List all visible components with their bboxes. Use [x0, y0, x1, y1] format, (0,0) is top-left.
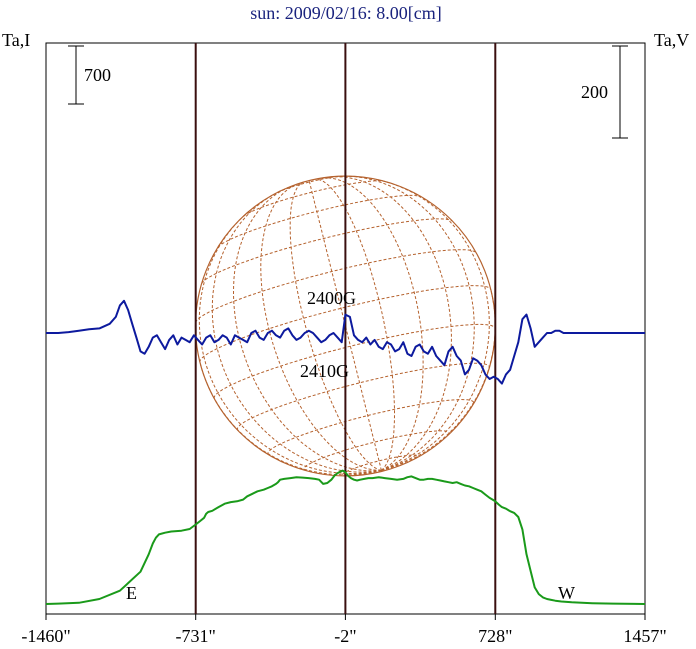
latitude-line	[267, 398, 475, 456]
x-tick-label-3: 728"	[478, 626, 512, 646]
latitude-line	[201, 218, 453, 284]
x-axis-ticks: -1460" -731" -2" 728" 1457"	[21, 614, 667, 646]
latitude-line	[195, 249, 477, 323]
longitude-line	[342, 175, 475, 471]
annotation-2410g: 2410G	[300, 361, 349, 381]
right-scale-bar	[612, 45, 628, 139]
data-series	[45, 299, 646, 605]
longitude-line	[315, 178, 395, 471]
x-tick-label-2: -2"	[334, 626, 356, 646]
right-scale-bar-label: 200	[581, 82, 608, 102]
longitude-line	[289, 181, 382, 471]
latitude-line	[199, 285, 492, 363]
longitude-line	[232, 187, 382, 472]
left-scale-bar-label: 700	[84, 65, 111, 85]
longitude-line	[330, 176, 452, 471]
chart-title: sun: 2009/02/16: 8.00[cm]	[250, 3, 442, 23]
right-axis-label: Ta,V	[654, 30, 689, 50]
x-tick-label-4: 1457"	[623, 626, 666, 646]
longitude-line	[198, 210, 382, 475]
limb-marker-west: W	[558, 583, 575, 603]
left-axis-label: Ta,I	[2, 30, 30, 50]
annotation-2400g: 2400G	[307, 288, 356, 308]
intensity-series-line	[45, 469, 646, 605]
latitude-line	[342, 454, 419, 477]
latitude-line	[277, 175, 343, 193]
x-tick-label-0: -1460"	[21, 626, 70, 646]
longitude-line	[199, 362, 382, 476]
longitude-line	[376, 178, 490, 471]
polarization-series-line	[46, 299, 645, 385]
left-scale-bar	[68, 45, 84, 105]
longitude-line	[211, 191, 382, 473]
vertical-reference-lines	[194, 43, 497, 614]
limb-marker-east: E	[126, 583, 137, 603]
x-tick-label-1: -731"	[176, 626, 216, 646]
